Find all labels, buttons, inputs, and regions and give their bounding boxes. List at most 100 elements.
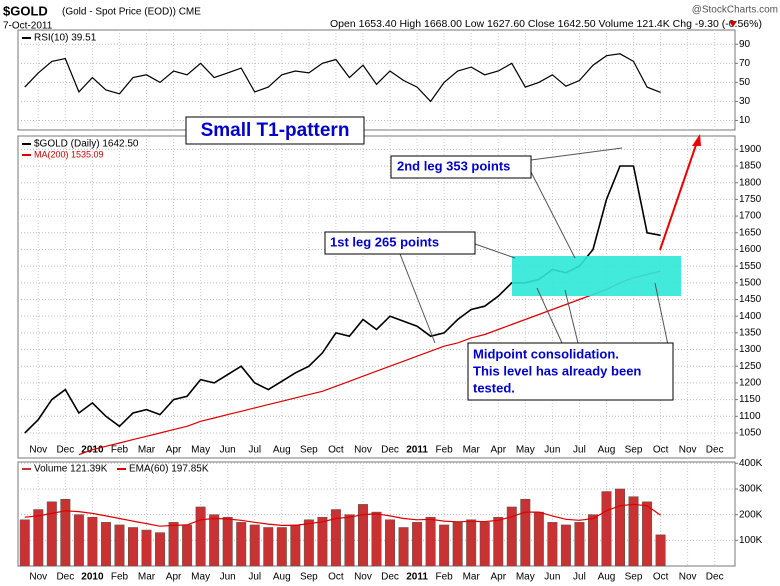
x-tick-label: Feb: [111, 445, 129, 456]
quote: Open 1653.40 High 1668.00 Low 1627.60 Cl…: [330, 18, 762, 30]
volume-bar: [33, 509, 44, 567]
x-tick-label: Oct: [328, 572, 344, 583]
x-tick-label: Oct: [653, 572, 669, 583]
volume-bar: [222, 516, 233, 567]
x-tick-label: Apr: [490, 445, 506, 456]
x-tick-label: Jun: [544, 445, 560, 456]
leader-line: [530, 147, 623, 259]
down-icon: [729, 21, 737, 27]
y-tick-label: 1900: [739, 144, 762, 155]
x-tick-label: Feb: [436, 572, 454, 583]
consolidation-zone: [512, 256, 681, 296]
volume-bar: [533, 511, 544, 567]
y-tick-label: 1400: [739, 311, 762, 322]
annotation: 2nd leg 353 points: [397, 158, 510, 173]
y-tick-label: 300K: [739, 484, 763, 495]
plots: Nov Dec 2010 Feb Mar Apr May Jun Jul Aug Sep Oct Nov…: [17, 29, 763, 583]
x-tick-label: Aug: [598, 445, 616, 456]
source: @StockCharts.com: [692, 5, 778, 16]
legend-label: EMA(60) 197.85K: [129, 464, 209, 475]
annotation: 1st leg 265 points: [330, 234, 439, 249]
volume-bar: [574, 522, 585, 567]
volume-bar: [276, 527, 287, 567]
y-tick-label: 1200: [739, 378, 762, 389]
volume-bar: [128, 527, 138, 567]
volume-bar: [182, 524, 193, 567]
x-tick-label: Nov: [29, 572, 47, 583]
y-tick-label: 1300: [739, 344, 762, 355]
volume-bar: [290, 524, 301, 567]
x-tick-label: Dec: [56, 445, 74, 456]
x-tick-label: Jun: [544, 572, 560, 583]
x-tick-label: Dec: [381, 572, 399, 583]
y-tick-label: 70: [739, 58, 751, 69]
x-tick-label: Apr: [490, 572, 506, 583]
x-tick-label: Nov: [29, 445, 47, 456]
volume-bar: [371, 511, 382, 567]
x-tick-label: Dec: [381, 445, 399, 456]
volume-bar: [560, 524, 571, 567]
y-tick-label: 1750: [739, 194, 762, 205]
x-tick-label: Oct: [653, 445, 669, 456]
volume-bar: [466, 519, 477, 567]
series-line: [78, 270, 661, 456]
volume-bar: [439, 524, 450, 567]
y-tick-label: 1450: [739, 294, 762, 305]
annotation: This level has already been: [473, 363, 641, 378]
x-tick-label: Sep: [300, 572, 318, 583]
volume-bar: [493, 516, 504, 567]
x-tick-label: Aug: [598, 572, 616, 583]
annotation: tested.: [473, 380, 515, 395]
volume-bar: [520, 498, 531, 567]
volume-bar: [330, 509, 341, 567]
y-tick-label: 10: [739, 115, 751, 126]
x-tick-label: Jul: [573, 445, 586, 456]
y-tick-label: 200K: [739, 509, 763, 520]
x-tick-label: Sep: [625, 445, 643, 456]
volume-bar: [19, 519, 30, 567]
x-tick-label: May: [516, 572, 535, 583]
legend-label: MA(200) 1535.09: [34, 149, 104, 159]
x-tick-label: 2011: [406, 572, 428, 583]
x-tick-label: Feb: [111, 572, 129, 583]
y-tick-label: 1800: [739, 177, 762, 188]
x-tick-label: Nov: [354, 445, 372, 456]
volume-bar: [46, 501, 57, 567]
y-tick-label: 1850: [739, 161, 762, 172]
leader-line: [536, 282, 669, 346]
volume-bar: [263, 527, 274, 567]
volume-bar: [628, 496, 639, 567]
annotation: Midpoint consolidation.: [473, 346, 619, 361]
x-tick-label: May: [516, 445, 535, 456]
y-tick-label: 50: [739, 77, 751, 88]
volume-bar: [601, 491, 612, 567]
x-tick-label: Feb: [436, 445, 454, 456]
volume-bar: [155, 532, 166, 567]
annotation-box: [467, 342, 674, 401]
y-tick-label: 100K: [739, 535, 763, 546]
x-tick-label: Aug: [273, 445, 291, 456]
panel-frame: [17, 29, 736, 131]
x-tick-label: Sep: [625, 572, 643, 583]
legend-label: Volume 121.39K: [34, 464, 108, 475]
x-tick-label: Dec: [56, 572, 74, 583]
leader-line: [399, 243, 516, 344]
annotation-box: [324, 231, 476, 255]
volume-bar: [655, 534, 666, 567]
x-tick-label: Jul: [248, 445, 261, 456]
volume-bar: [73, 514, 84, 567]
volume-bar: [479, 522, 490, 567]
series-line: [24, 503, 661, 527]
x-tick-label: 2011: [406, 445, 428, 456]
legend-label: $GOLD (Daily) 1642.50: [34, 139, 139, 150]
x-tick-label: Aug: [273, 572, 291, 583]
y-tick-label: 30: [739, 96, 751, 107]
volume-bar: [506, 506, 517, 567]
annotation: Small T1-pattern: [201, 120, 350, 141]
volume-bar: [195, 506, 206, 567]
x-tick-label: Mar: [463, 572, 481, 583]
volume-bar: [344, 514, 355, 567]
y-tick-label: 1100: [739, 411, 761, 422]
arrow-head: [692, 134, 701, 146]
x-tick-label: Apr: [166, 572, 182, 583]
